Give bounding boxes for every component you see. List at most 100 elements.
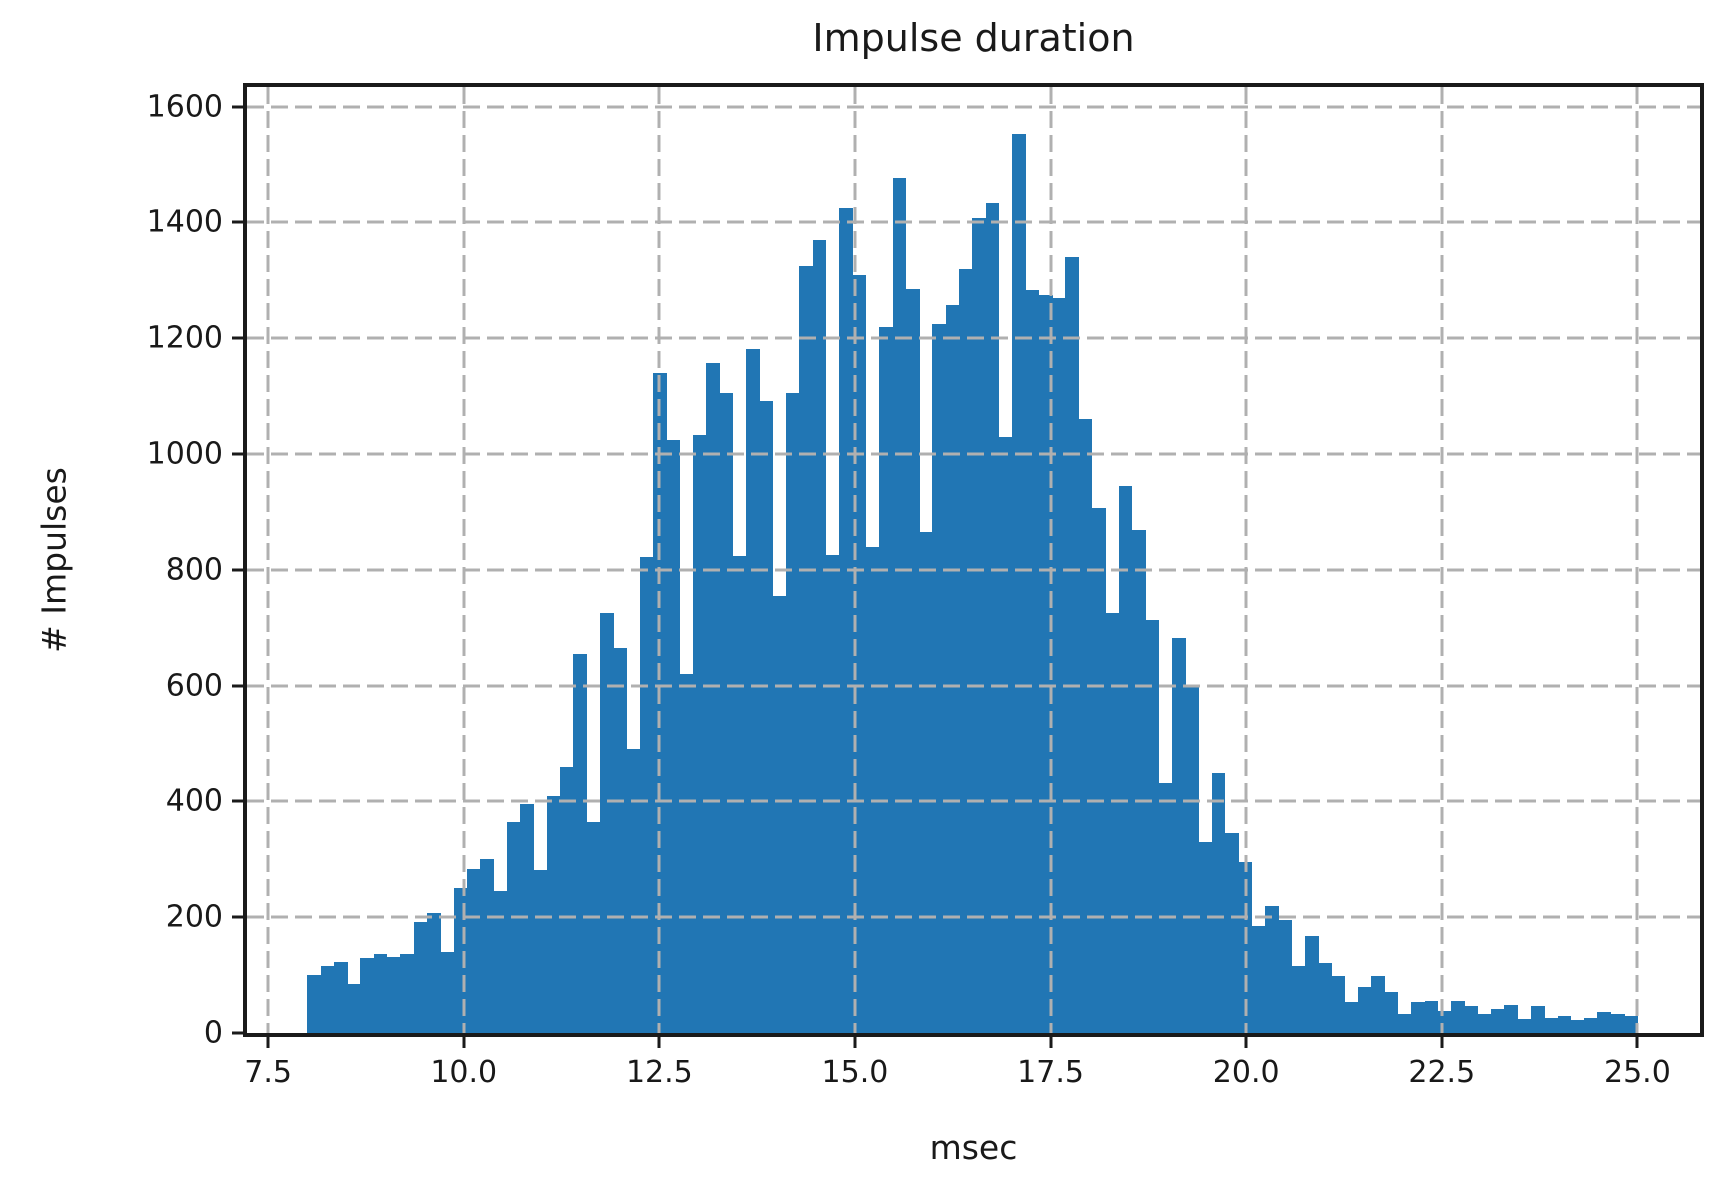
histogram-bar xyxy=(347,983,361,1033)
y-tick-label: 1600 xyxy=(146,89,223,125)
histogram-bar xyxy=(786,393,800,1033)
x-tick-label: 20.0 xyxy=(1212,1055,1280,1090)
y-tick-mark xyxy=(232,915,243,919)
y-tick-label: 200 xyxy=(165,899,223,935)
histogram-bar xyxy=(1065,257,1080,1033)
histogram-bar xyxy=(772,595,787,1033)
histogram-bar xyxy=(1557,1015,1572,1033)
histogram-bar xyxy=(732,555,747,1033)
y-axis-label: # Impulses xyxy=(34,467,74,653)
x-gridline xyxy=(266,87,270,1033)
chart-title: Impulse duration xyxy=(812,16,1135,60)
histogram-bar xyxy=(679,674,694,1033)
histogram-bar xyxy=(1544,1017,1559,1033)
histogram-bar xyxy=(1371,975,1386,1033)
histogram-bar xyxy=(1225,833,1239,1033)
histogram-bar xyxy=(440,951,454,1033)
histogram-bar xyxy=(1092,508,1106,1033)
y-gridline xyxy=(247,568,1700,572)
x-tick-mark xyxy=(1049,1037,1053,1048)
y-gridline xyxy=(247,336,1700,340)
histogram-bar xyxy=(400,953,415,1033)
histogram-bar xyxy=(1344,1002,1359,1033)
histogram-bar xyxy=(692,434,707,1033)
histogram-bar xyxy=(360,957,375,1033)
x-tick-label: 12.5 xyxy=(625,1055,693,1090)
x-gridline xyxy=(1635,87,1639,1033)
y-gridline xyxy=(247,105,1700,109)
histogram-bar xyxy=(307,975,321,1033)
histogram-bar xyxy=(320,966,335,1033)
y-gridline xyxy=(247,799,1700,803)
histogram-bar xyxy=(919,531,933,1033)
histogram-bar xyxy=(666,439,681,1033)
histogram-bar xyxy=(1504,1004,1519,1033)
x-tick-label: 25.0 xyxy=(1603,1055,1671,1090)
histogram-bar xyxy=(466,869,481,1033)
y-tick-mark xyxy=(232,105,243,109)
histogram-bar xyxy=(453,888,468,1033)
histogram-bar xyxy=(1424,1001,1439,1033)
histogram-bar xyxy=(1105,613,1120,1033)
histogram-bar xyxy=(480,859,494,1033)
histogram-bar xyxy=(1517,1018,1532,1033)
y-tick-label: 400 xyxy=(165,783,223,819)
histogram-bar xyxy=(985,203,1000,1033)
y-gridline xyxy=(247,452,1700,456)
histogram-bar xyxy=(1304,936,1319,1033)
histogram-bar xyxy=(1264,905,1279,1033)
x-gridline xyxy=(462,87,466,1033)
x-tick-label: 15.0 xyxy=(821,1055,889,1090)
x-tick-label: 22.5 xyxy=(1408,1055,1476,1090)
histogram-bar xyxy=(879,326,893,1033)
histogram-bar xyxy=(759,400,774,1033)
histogram-bar xyxy=(599,613,614,1033)
y-tick-label: 1000 xyxy=(146,436,223,472)
histogram-bar xyxy=(1118,486,1133,1033)
x-gridline xyxy=(1244,87,1248,1033)
histogram-bar xyxy=(1411,1002,1425,1033)
y-tick-label: 1200 xyxy=(146,320,223,356)
x-tick-mark xyxy=(853,1037,857,1048)
histogram-bar xyxy=(746,348,760,1033)
histogram-bar xyxy=(413,921,428,1033)
y-tick-mark xyxy=(232,336,243,340)
histogram-bar xyxy=(1158,782,1173,1033)
histogram-bar xyxy=(586,821,601,1033)
histogram-bar xyxy=(1570,1019,1585,1033)
histogram-bar xyxy=(1251,925,1266,1033)
x-gridline xyxy=(657,87,661,1033)
y-tick-label: 1400 xyxy=(146,204,223,240)
histogram-bar xyxy=(626,749,641,1033)
histogram-bar xyxy=(613,648,627,1033)
histogram-bar xyxy=(546,795,561,1033)
x-tick-mark xyxy=(1635,1037,1639,1048)
histogram-bar xyxy=(1477,1014,1492,1033)
y-tick-mark xyxy=(232,452,243,456)
histogram-bar xyxy=(559,766,574,1033)
histogram-bar xyxy=(865,546,880,1033)
y-tick-mark xyxy=(232,220,243,224)
histogram-bar xyxy=(1145,620,1159,1033)
histogram-bar xyxy=(639,557,654,1033)
histogram-bar xyxy=(945,304,960,1033)
histogram-bar xyxy=(426,913,441,1033)
y-tick-label: 600 xyxy=(165,668,223,704)
y-tick-mark xyxy=(232,1031,243,1035)
histogram-bar xyxy=(1358,987,1372,1033)
histogram-bar xyxy=(706,363,721,1033)
histogram-bar xyxy=(1052,297,1066,1033)
histogram-bar xyxy=(533,869,548,1033)
x-tick-label: 17.5 xyxy=(1017,1055,1084,1090)
y-tick-mark xyxy=(232,799,243,803)
histogram-bar xyxy=(932,323,947,1033)
histogram-bar xyxy=(1185,686,1199,1033)
histogram-bar xyxy=(1384,991,1399,1033)
histogram-bar xyxy=(812,239,827,1033)
histogram-bar xyxy=(1198,841,1213,1033)
x-gridline xyxy=(853,87,857,1033)
x-tick-mark xyxy=(1244,1037,1248,1048)
histogram-bar xyxy=(799,265,814,1033)
y-gridline xyxy=(247,220,1700,224)
histogram-bar xyxy=(1025,290,1040,1033)
